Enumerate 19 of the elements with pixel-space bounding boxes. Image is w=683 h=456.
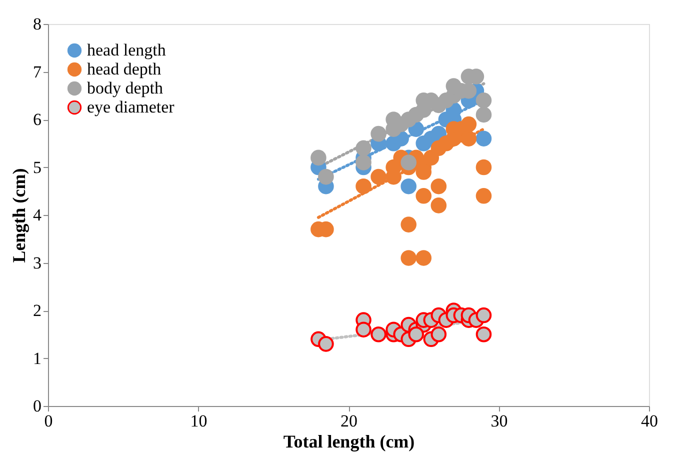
x-axis-title: Total length (cm) <box>283 432 415 452</box>
legend-label: head length <box>87 40 166 60</box>
legend-label: body depth <box>87 78 164 98</box>
y-tick-label: 3 <box>33 253 42 272</box>
y-tick-label: 2 <box>33 301 42 320</box>
x-tick-label: 20 <box>340 412 358 430</box>
y-tick-label: 1 <box>33 348 42 368</box>
y-tick-label: 0 <box>33 396 42 416</box>
y-tick-label: 4 <box>33 206 42 224</box>
x-tick-label: 30 <box>490 412 508 430</box>
y-tick-label: 5 <box>33 158 42 177</box>
y-axis-title: Length (cm) <box>9 168 29 263</box>
y-tick-label: 7 <box>33 62 42 82</box>
x-tick-label: 10 <box>190 412 208 430</box>
x-tick-label: 40 <box>641 412 658 430</box>
y-tick-label: 8 <box>33 14 42 34</box>
y-tick-label: 6 <box>33 110 42 129</box>
legend-label: eye diameter <box>87 98 175 116</box>
legend-label: head depth <box>87 60 162 78</box>
